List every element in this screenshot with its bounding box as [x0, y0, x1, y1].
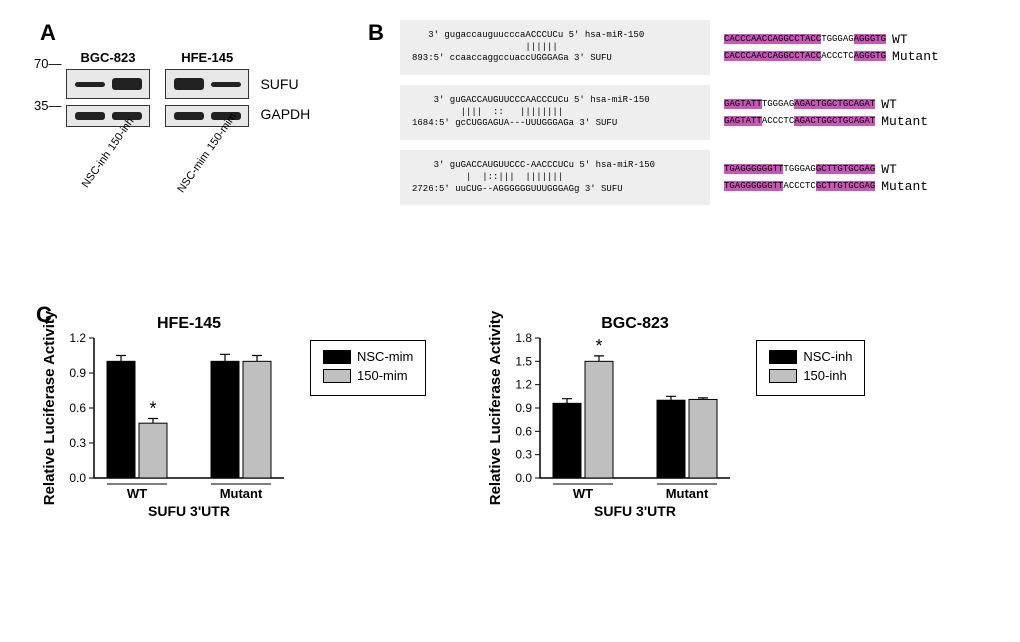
legend: NSC-inh 150-inh	[756, 340, 865, 396]
figure-root: A 70— 35— BGC-823 NSC-inh 150-inh	[20, 20, 1000, 620]
legend-label: 150-mim	[357, 368, 408, 383]
mw-marker-70: 70—	[34, 56, 61, 71]
svg-text:0.0: 0.0	[69, 471, 86, 485]
svg-text:0.3: 0.3	[516, 448, 533, 462]
lane-labels-left: NSC-inh 150-inh	[79, 116, 136, 190]
legend-label: 150-inh	[803, 368, 846, 383]
seq-box: 3' gugaccauguucccaACCCUCu 5' hsa-miR-150…	[400, 20, 710, 75]
bar	[139, 423, 167, 478]
align-block: 3' guGACCAUGUUCCC-AACCCUCu 5' hsa-miR-15…	[400, 150, 980, 205]
wt-mut-pair: CACCCAACCAGGCCTACCTGGGAGAGGGTGWT CACCCAAC…	[724, 32, 939, 64]
seq-strip: GAGTATTTGGGAGAGACTGGCTGCAGATWT	[724, 97, 928, 112]
bar	[585, 361, 613, 478]
panel-c-label: C	[36, 302, 52, 328]
bar	[553, 403, 581, 478]
svg-text:1.5: 1.5	[516, 354, 533, 368]
bar-chart: BGC-823 Relative Luciferase Activity 0.0 0.…	[486, 310, 746, 520]
panel-c: C HFE-145Relative Luciferase Activity0.0…	[40, 310, 980, 520]
legend-row: 150-mim	[323, 368, 413, 383]
row-label-sufu: SUFU	[260, 76, 310, 92]
chart-wrap: HFE-145 Relative Luciferase Activity 0.0 0.…	[40, 310, 426, 520]
seq-strip: CACCCAACCAGGCCTACCACCCTCAGGGTGMutant	[724, 49, 939, 64]
seq-strip: TGAGGGGGGTTTGGGAGGCTTGTGCGAGWT	[724, 162, 928, 177]
legend-swatch	[769, 369, 797, 383]
svg-text:HFE-145: HFE-145	[157, 315, 221, 332]
bar-chart: HFE-145 Relative Luciferase Activity 0.0 0.…	[40, 310, 300, 520]
svg-text:*: *	[596, 336, 603, 356]
legend-label: NSC-mim	[357, 349, 413, 364]
bar	[657, 400, 685, 478]
svg-text:SUFU 3'UTR: SUFU 3'UTR	[148, 503, 230, 519]
svg-text:Mutant: Mutant	[666, 486, 709, 501]
blot-gapdh-bgc	[66, 105, 150, 127]
legend-row: NSC-mim	[323, 349, 413, 364]
legend-swatch	[769, 350, 797, 364]
svg-text:Mutant: Mutant	[220, 486, 263, 501]
panel-a-label: A	[40, 20, 56, 45]
seq-box: 3' guGACCAUGUUCCC-AACCCUCu 5' hsa-miR-15…	[400, 150, 710, 205]
cell-name-hfe: HFE-145	[181, 50, 233, 65]
charts-container: HFE-145 Relative Luciferase Activity 0.0 0.…	[40, 310, 980, 520]
cell-name-bgc: BGC-823	[81, 50, 136, 65]
blot-sufu-bgc	[66, 69, 150, 99]
svg-text:Relative Luciferase Activity: Relative Luciferase Activity	[41, 310, 58, 505]
svg-text:1.8: 1.8	[516, 331, 533, 345]
svg-text:BGC-823: BGC-823	[602, 315, 670, 332]
blot-col-bgc: BGC-823 NSC-inh 150-inh	[66, 50, 150, 159]
align-block: 3' guGACCAUGUUCCCAACCCUCu 5' hsa-miR-150…	[400, 85, 980, 140]
legend-swatch	[323, 369, 351, 383]
legend-row: NSC-inh	[769, 349, 852, 364]
svg-text:0.9: 0.9	[69, 366, 86, 380]
svg-text:0.3: 0.3	[69, 436, 86, 450]
legend: NSC-mim 150-mim	[310, 340, 426, 396]
mw-marker-35: 35—	[34, 98, 61, 113]
seq-strip: TGAGGGGGGTTACCCTCGCTTGTGCGAGMutant	[724, 179, 928, 194]
bar	[107, 361, 135, 478]
svg-text:WT: WT	[127, 486, 147, 501]
svg-text:WT: WT	[573, 486, 593, 501]
row-label-gapdh: GAPDH	[260, 106, 310, 122]
svg-text:1.2: 1.2	[69, 331, 86, 345]
seq-box: 3' guGACCAUGUUCCCAACCCUCu 5' hsa-miR-150…	[400, 85, 710, 140]
blot-col-hfe: HFE-145 NSC-mim 150-mim	[160, 50, 254, 159]
bar	[211, 361, 239, 478]
bar	[243, 361, 271, 478]
blot-group: BGC-823 NSC-inh 150-inh HFE-145	[66, 50, 254, 159]
svg-text:Relative Luciferase Activity: Relative Luciferase Activity	[487, 310, 504, 505]
align-block: 3' gugaccauguucccaACCCUCu 5' hsa-miR-150…	[400, 20, 980, 75]
bar	[689, 399, 717, 478]
legend-swatch	[323, 350, 351, 364]
seq-strip: GAGTATTACCCTCAGACTGGCTGCAGATMutant	[724, 114, 928, 129]
wt-mut-pair: GAGTATTTGGGAGAGACTGGCTGCAGATWT GAGTATTACC…	[724, 97, 928, 129]
legend-label: NSC-inh	[803, 349, 852, 364]
svg-text:0.0: 0.0	[516, 471, 533, 485]
chart-wrap: BGC-823 Relative Luciferase Activity 0.0 0.…	[486, 310, 865, 520]
panel-b-label: B	[368, 20, 384, 46]
panel-a: A 70— 35— BGC-823 NSC-inh 150-inh	[40, 20, 340, 159]
blot-sufu-hfe	[165, 69, 249, 99]
svg-text:1.2: 1.2	[516, 378, 533, 392]
legend-row: 150-inh	[769, 368, 852, 383]
svg-text:0.6: 0.6	[516, 424, 533, 438]
svg-text:SUFU 3'UTR: SUFU 3'UTR	[594, 503, 676, 519]
svg-text:*: *	[149, 399, 156, 419]
panel-b: B 3' gugaccauguucccaACCCUCu 5' hsa-miR-1…	[400, 20, 980, 215]
svg-text:0.9: 0.9	[516, 401, 533, 415]
seq-strip: CACCCAACCAGGCCTACCTGGGAGAGGGTGWT	[724, 32, 939, 47]
wt-mut-pair: TGAGGGGGGTTTGGGAGGCTTGTGCGAGWT TGAGGGGGGT…	[724, 162, 928, 194]
svg-text:0.6: 0.6	[69, 401, 86, 415]
